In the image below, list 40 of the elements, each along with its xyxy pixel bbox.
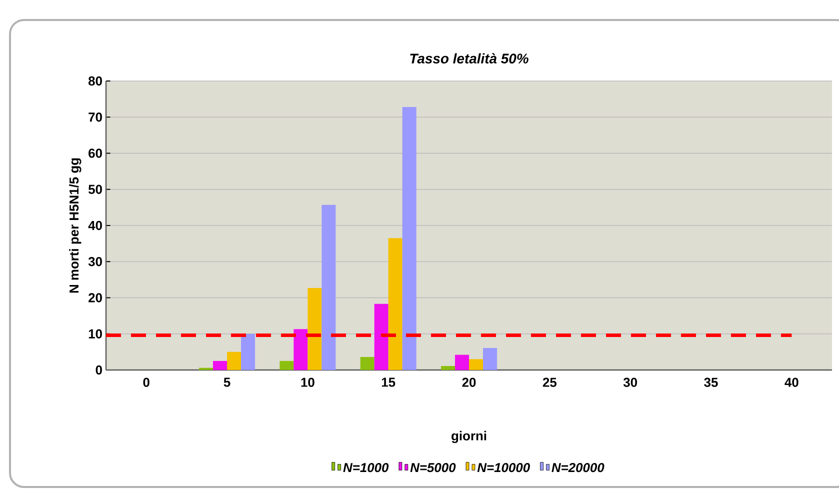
bar [441, 366, 456, 370]
y-tick-label: 30 [88, 257, 102, 266]
bar [374, 304, 388, 370]
x-tick-label: 15 [382, 378, 396, 387]
y-tick-label: 80 [88, 76, 102, 86]
bar [483, 348, 498, 370]
bar [213, 360, 228, 370]
y-tick-label: 40 [88, 220, 102, 230]
legend-label: N=20000 [552, 462, 604, 472]
y-tick-label: 60 [88, 148, 102, 158]
y-tick-label: 50 [88, 184, 102, 194]
legend-label: N=10000 [477, 462, 530, 472]
x-axis-title: giorni [452, 430, 486, 444]
bar [455, 354, 470, 370]
bar [360, 356, 374, 370]
bar [241, 334, 256, 370]
bar [388, 238, 402, 370]
bar [227, 352, 242, 370]
x-tick-label: 25 [542, 378, 557, 387]
bar [322, 204, 336, 370]
x-tick-label: 0 [143, 378, 150, 387]
x-tick-label: 5 [224, 378, 230, 387]
y-tick-label: 0 [96, 365, 102, 375]
legend-label: N=5000 [410, 462, 456, 472]
chart-title: Tasso letalità 50% [410, 53, 528, 64]
y-tick-label: 10 [88, 329, 102, 338]
bar [402, 107, 416, 370]
x-tick-label: 40 [784, 378, 798, 387]
bar [294, 329, 308, 370]
x-tick-label: 20 [462, 378, 476, 387]
legend-label: N=1000 [343, 462, 389, 472]
y-tick-label: 20 [88, 293, 102, 302]
x-tick-label: 10 [301, 378, 314, 387]
x-tick-label: 35 [704, 378, 718, 387]
bar [469, 359, 484, 370]
y-axis-title: N morti per H5N1/5 gg [69, 158, 82, 293]
bar [308, 288, 322, 370]
y-tick-label: 70 [88, 112, 102, 122]
bar [280, 360, 294, 370]
x-tick-label: 30 [623, 378, 638, 387]
